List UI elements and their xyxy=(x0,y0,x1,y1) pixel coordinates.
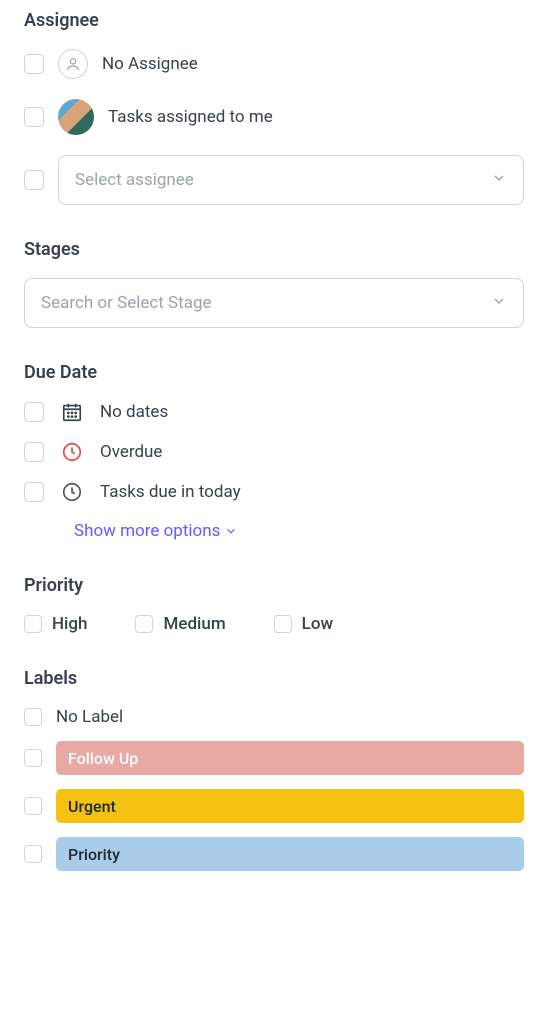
priority-medium-label: Medium xyxy=(163,614,225,634)
due-today-checkbox[interactable] xyxy=(24,482,44,502)
assignee-row-select: Select assignee xyxy=(24,155,524,205)
labels-section: Labels No Label Follow Up Urgent Priority xyxy=(24,668,524,871)
label-row: Priority xyxy=(24,837,524,871)
label-row: Follow Up xyxy=(24,741,524,775)
no-label-row: No Label xyxy=(24,707,524,727)
due-row-overdue: Overdue xyxy=(24,441,524,463)
priority-section: Priority High Medium Low xyxy=(24,575,524,634)
label-checkbox[interactable] xyxy=(24,845,42,863)
show-more-link[interactable]: Show more options xyxy=(74,521,238,541)
no-label-text: No Label xyxy=(56,707,123,727)
priority-item-high: High xyxy=(24,614,87,634)
label-checkbox[interactable] xyxy=(24,797,42,815)
due-date-title: Due Date xyxy=(24,362,524,383)
chevron-down-icon xyxy=(491,170,507,190)
show-more-label: Show more options xyxy=(74,521,220,541)
no-dates-checkbox[interactable] xyxy=(24,402,44,422)
label-pill[interactable]: Urgent xyxy=(56,789,524,823)
label-row: Urgent xyxy=(24,789,524,823)
priority-row: High Medium Low xyxy=(24,614,524,634)
priority-item-low: Low xyxy=(274,614,333,634)
clock-overdue-icon xyxy=(58,441,86,463)
due-row-today: Tasks due in today xyxy=(24,481,524,503)
due-date-section: Due Date No dates Overdue Tas xyxy=(24,362,524,541)
labels-title: Labels xyxy=(24,668,524,689)
assignee-row-me: Tasks assigned to me xyxy=(24,99,524,135)
no-dates-label: No dates xyxy=(100,402,168,422)
select-stage-placeholder: Search or Select Stage xyxy=(41,293,212,313)
select-assignee-checkbox[interactable] xyxy=(24,170,44,190)
avatar xyxy=(58,99,94,135)
stages-title: Stages xyxy=(24,239,524,260)
select-stage-dropdown[interactable]: Search or Select Stage xyxy=(24,278,524,328)
no-assignee-label: No Assignee xyxy=(102,54,198,74)
no-label-checkbox[interactable] xyxy=(24,708,42,726)
calendar-icon xyxy=(58,401,86,423)
due-today-label: Tasks due in today xyxy=(100,482,241,502)
person-icon xyxy=(58,49,88,79)
priority-medium-checkbox[interactable] xyxy=(135,615,153,633)
priority-low-label: Low xyxy=(302,614,333,634)
stages-section: Stages Search or Select Stage xyxy=(24,239,524,328)
label-checkbox[interactable] xyxy=(24,749,42,767)
overdue-checkbox[interactable] xyxy=(24,442,44,462)
due-row-no-dates: No dates xyxy=(24,401,524,423)
assignee-section: Assignee No Assignee Tasks assigned to m… xyxy=(24,10,524,205)
priority-item-medium: Medium xyxy=(135,614,225,634)
priority-high-label: High xyxy=(52,614,87,634)
priority-low-checkbox[interactable] xyxy=(274,615,292,633)
label-pill[interactable]: Follow Up xyxy=(56,741,524,775)
chevron-down-icon xyxy=(224,524,238,538)
assigned-to-me-label: Tasks assigned to me xyxy=(108,107,273,127)
assignee-title: Assignee xyxy=(24,10,524,31)
chevron-down-icon xyxy=(491,293,507,313)
priority-title: Priority xyxy=(24,575,524,596)
no-assignee-checkbox[interactable] xyxy=(24,54,44,74)
overdue-label: Overdue xyxy=(100,442,162,462)
priority-high-checkbox[interactable] xyxy=(24,615,42,633)
select-assignee-placeholder: Select assignee xyxy=(75,170,194,190)
select-assignee-dropdown[interactable]: Select assignee xyxy=(58,155,524,205)
assigned-to-me-checkbox[interactable] xyxy=(24,107,44,127)
assignee-row-none: No Assignee xyxy=(24,49,524,79)
label-pill[interactable]: Priority xyxy=(56,837,524,871)
clock-icon xyxy=(58,481,86,503)
